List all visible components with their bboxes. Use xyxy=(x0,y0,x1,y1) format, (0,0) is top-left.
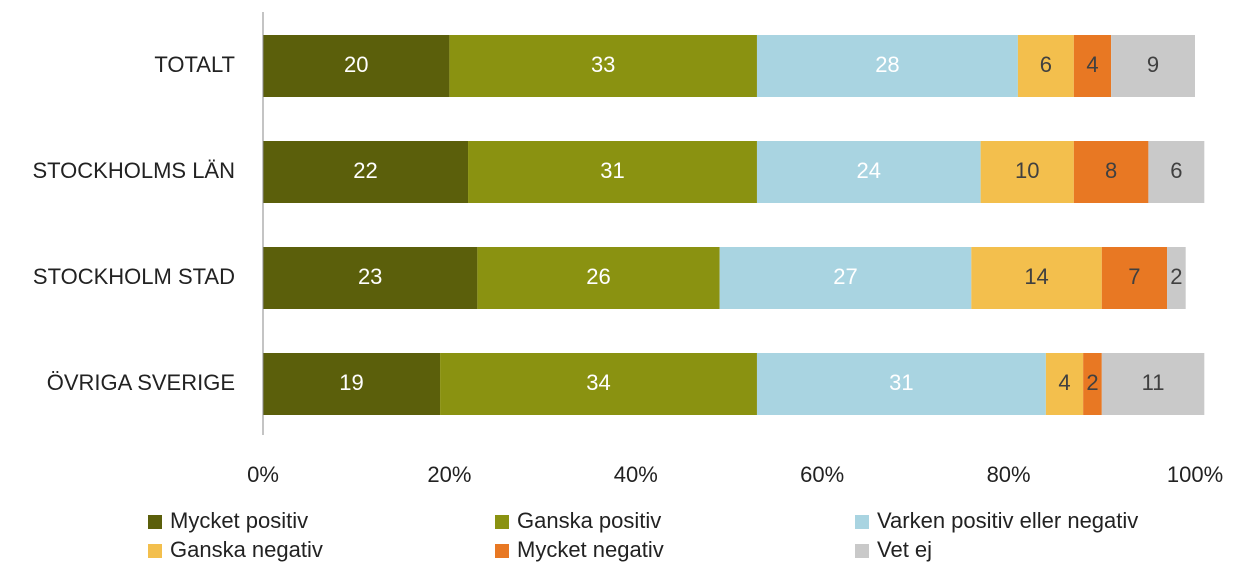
bar-segment xyxy=(263,353,441,415)
data-label: 2 xyxy=(1170,264,1182,289)
bar-segment xyxy=(1111,35,1195,97)
data-label: 22 xyxy=(353,158,377,183)
bar-segment xyxy=(1017,35,1074,97)
bar-segment xyxy=(477,247,720,309)
data-label: 11 xyxy=(1142,370,1165,395)
bar-segment xyxy=(980,141,1074,203)
legend-label: Mycket positiv xyxy=(170,508,308,533)
bar-segment xyxy=(756,35,1018,97)
x-tick-label: 0% xyxy=(247,462,279,487)
data-label: 6 xyxy=(1040,52,1052,77)
legend-swatch xyxy=(495,544,509,558)
category-label: ÖVRIGA SVERIGE xyxy=(47,370,235,395)
data-label: 23 xyxy=(358,264,382,289)
data-label: 14 xyxy=(1024,264,1048,289)
legend-label: Mycket negativ xyxy=(517,537,664,562)
bar-segment xyxy=(440,353,757,415)
data-label: 2 xyxy=(1086,370,1098,395)
data-label: 8 xyxy=(1105,158,1117,183)
legend-swatch xyxy=(855,544,869,558)
bar-segment xyxy=(263,141,469,203)
x-tick-label: 60% xyxy=(800,462,844,487)
bar-segment xyxy=(1083,353,1102,415)
bar-segment xyxy=(468,141,757,203)
data-label: 20 xyxy=(344,52,368,77)
data-label: 24 xyxy=(857,158,881,183)
bar-segment xyxy=(1101,247,1168,309)
data-label: 7 xyxy=(1128,264,1140,289)
bar-segment xyxy=(719,247,972,309)
data-label: 19 xyxy=(339,370,363,395)
bar-segment xyxy=(1073,35,1112,97)
data-label: 6 xyxy=(1170,158,1182,183)
bar-segment xyxy=(1045,353,1084,415)
bar-segment xyxy=(1148,141,1205,203)
legend-swatch xyxy=(855,515,869,529)
legend-label: Ganska negativ xyxy=(170,537,323,562)
data-label: 31 xyxy=(889,370,913,395)
bar-segment xyxy=(263,247,478,309)
category-label: TOTALT xyxy=(154,52,235,77)
bar-segment xyxy=(756,141,981,203)
data-label: 28 xyxy=(875,52,899,77)
category-label: STOCKHOLM STAD xyxy=(33,264,235,289)
data-label: 31 xyxy=(600,158,624,183)
data-label: 4 xyxy=(1058,370,1070,395)
legend-label: Varken positiv eller negativ xyxy=(877,508,1138,533)
legend-label: Ganska positiv xyxy=(517,508,661,533)
data-label: 33 xyxy=(591,52,615,77)
data-label: 34 xyxy=(586,370,610,395)
category-label: STOCKHOLMS LÄN xyxy=(32,158,235,183)
legend-swatch xyxy=(148,515,162,529)
data-label: 27 xyxy=(833,264,857,289)
bar-segment xyxy=(263,35,450,97)
legend-swatch xyxy=(495,515,509,529)
bar-segment xyxy=(1073,141,1149,203)
data-label: 10 xyxy=(1015,158,1039,183)
x-tick-label: 20% xyxy=(427,462,471,487)
bar-segment xyxy=(449,35,757,97)
legend-label: Vet ej xyxy=(877,537,932,562)
legend-swatch xyxy=(148,544,162,558)
x-tick-label: 40% xyxy=(614,462,658,487)
x-tick-label: 100% xyxy=(1167,462,1223,487)
bar-segment xyxy=(1167,247,1186,309)
bar-segment xyxy=(971,247,1102,309)
bar-segment xyxy=(1101,353,1205,415)
data-label: 9 xyxy=(1147,52,1159,77)
data-label: 26 xyxy=(586,264,610,289)
x-tick-label: 80% xyxy=(987,462,1031,487)
data-label: 4 xyxy=(1086,52,1098,77)
bar-segment xyxy=(756,353,1046,415)
